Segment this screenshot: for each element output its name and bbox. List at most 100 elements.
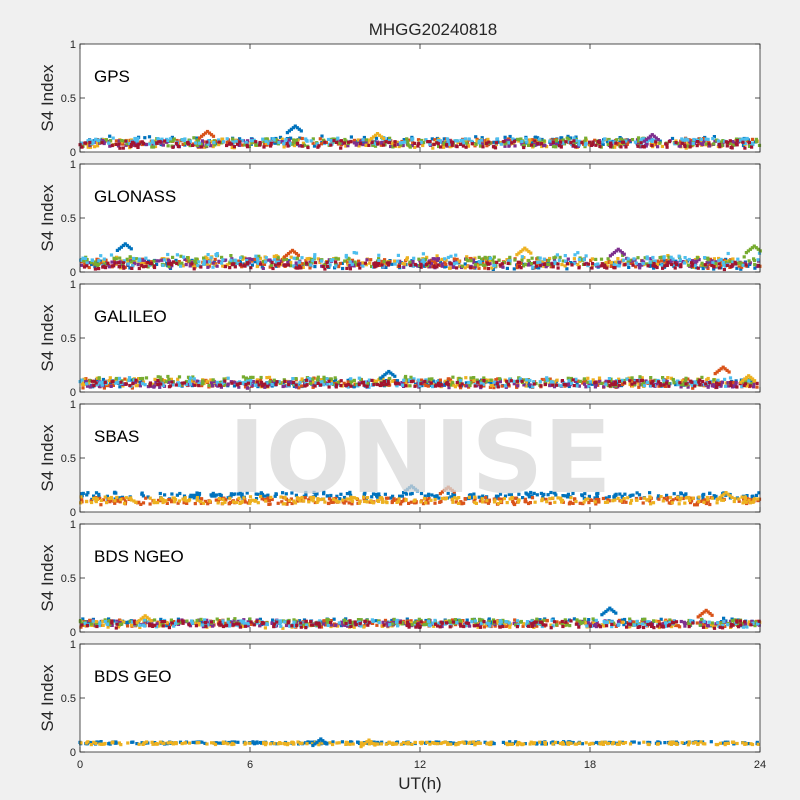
data-point (657, 384, 661, 388)
data-point (633, 381, 637, 385)
data-point (535, 493, 539, 497)
data-point (657, 260, 661, 264)
data-point (661, 499, 665, 503)
data-point (667, 382, 671, 386)
data-point (662, 383, 666, 387)
data-point (121, 142, 125, 146)
data-point (473, 495, 477, 499)
data-point (286, 144, 290, 148)
data-point (622, 258, 626, 262)
data-point (646, 380, 650, 385)
data-point (322, 497, 326, 501)
data-point (379, 135, 384, 139)
data-point (639, 496, 643, 500)
data-point (466, 264, 470, 269)
data-point (341, 498, 345, 502)
data-point (413, 384, 417, 388)
data-point (594, 497, 598, 502)
data-point (316, 381, 320, 385)
data-point (630, 138, 635, 142)
data-point (752, 498, 756, 502)
data-point (251, 498, 255, 502)
data-point (693, 384, 697, 388)
data-point (626, 257, 630, 261)
data-point (574, 145, 578, 149)
data-point (532, 491, 536, 495)
data-point (264, 260, 268, 264)
data-point (650, 133, 654, 137)
data-point (584, 379, 588, 383)
data-point (300, 136, 304, 141)
data-point (617, 383, 621, 387)
data-point (319, 383, 323, 387)
data-point (724, 493, 728, 497)
data-point (193, 259, 197, 264)
data-point (429, 258, 433, 262)
data-point (487, 140, 491, 144)
data-point (390, 499, 394, 504)
data-point (492, 386, 496, 390)
data-point (83, 256, 87, 261)
data-point (332, 497, 336, 502)
data-point (101, 259, 106, 263)
data-point (228, 266, 232, 270)
data-point (332, 500, 336, 504)
data-point (107, 141, 111, 145)
data-point (413, 145, 417, 149)
data-point (308, 260, 312, 264)
data-point (366, 140, 370, 144)
data-point (362, 135, 366, 140)
data-point (165, 620, 169, 625)
data-point (132, 256, 136, 261)
data-point (268, 383, 272, 387)
data-point (205, 257, 209, 261)
data-point (640, 137, 644, 141)
data-point (522, 622, 526, 626)
data-point (283, 255, 287, 259)
data-point (444, 262, 448, 266)
data-point (506, 261, 510, 265)
data-point (527, 259, 531, 263)
data-point (630, 259, 634, 263)
data-point (85, 264, 89, 268)
data-point (472, 378, 476, 383)
data-point (364, 143, 368, 147)
data-point (453, 496, 457, 500)
data-point (254, 492, 258, 496)
data-point (195, 491, 199, 495)
data-point (369, 136, 374, 141)
data-point (515, 266, 519, 270)
data-point (193, 265, 197, 269)
data-point (212, 139, 216, 143)
data-point (622, 252, 626, 256)
data-point (202, 256, 206, 260)
data-point (517, 251, 521, 255)
data-point (751, 142, 755, 147)
data-point (543, 143, 547, 148)
data-point (269, 495, 273, 499)
data-point (551, 145, 556, 149)
data-point (610, 382, 614, 386)
data-point (477, 141, 481, 145)
data-point (695, 501, 699, 505)
data-point (628, 379, 632, 383)
data-point (236, 259, 240, 263)
data-point (637, 382, 641, 386)
data-point (505, 379, 509, 383)
data-point (668, 495, 673, 500)
data-point (271, 380, 275, 384)
data-point (349, 377, 353, 381)
data-point (753, 266, 757, 270)
data-point (284, 137, 288, 142)
data-point (607, 380, 611, 384)
data-point (237, 385, 241, 389)
data-point (393, 143, 397, 147)
data-point (280, 500, 284, 504)
data-point (295, 256, 300, 260)
data-point (232, 145, 236, 149)
data-point (212, 141, 216, 145)
data-point (102, 264, 106, 268)
data-point (330, 500, 334, 504)
data-point (746, 383, 751, 387)
data-point (561, 494, 565, 498)
